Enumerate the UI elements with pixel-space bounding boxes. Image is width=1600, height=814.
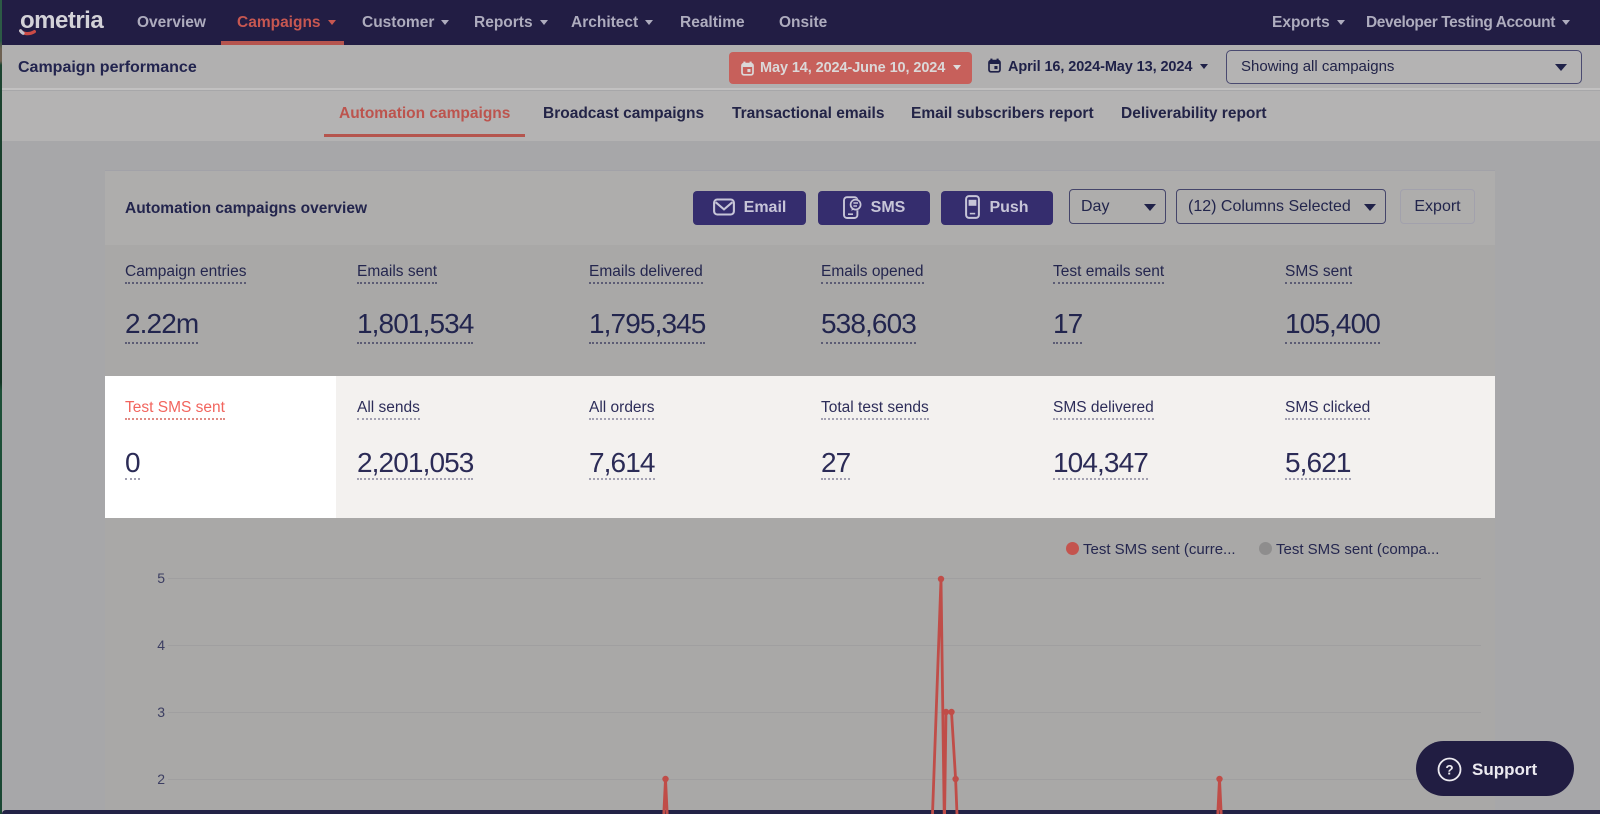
svg-text:?: ? [1445,763,1453,778]
